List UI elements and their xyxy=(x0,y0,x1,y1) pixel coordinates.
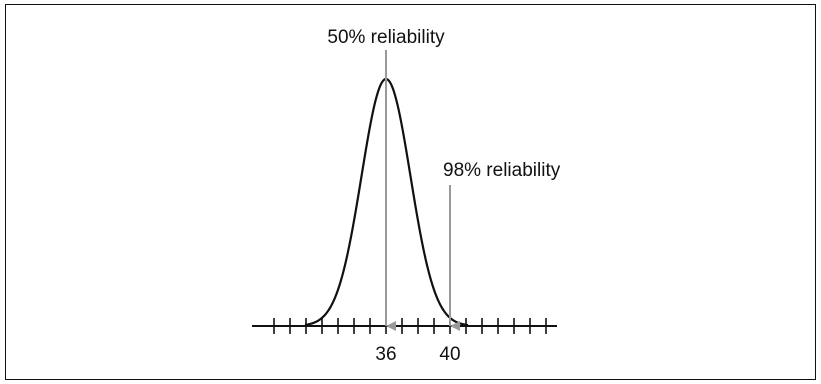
tick-label-40: 40 xyxy=(439,344,460,365)
figure-frame xyxy=(5,4,816,380)
tail-label: 98% reliability xyxy=(443,160,561,181)
peak-label: 50% reliability xyxy=(327,27,445,48)
tick-label-36: 36 xyxy=(375,344,396,365)
